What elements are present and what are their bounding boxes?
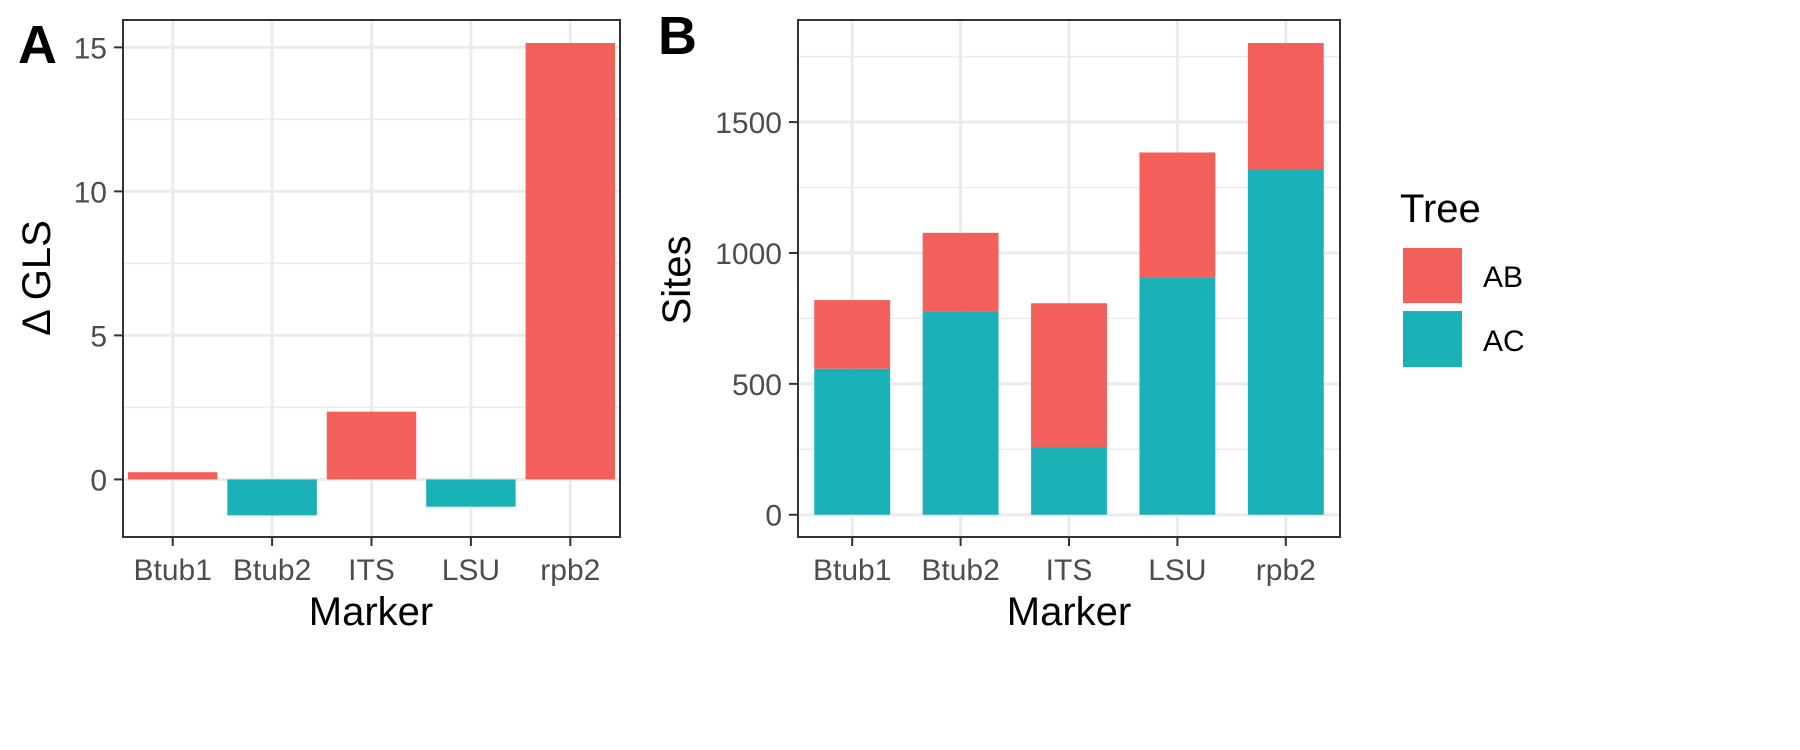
panel-b: B 0 500 1000 1500 Btub1 Btub2 ITS LSU rpb2 Mark… bbox=[655, 6, 1341, 634]
panel-b-bars bbox=[814, 43, 1324, 515]
y-tick-label: 0 bbox=[90, 464, 107, 497]
y-tick-label: 0 bbox=[765, 500, 782, 533]
bar-btub1-ab bbox=[814, 300, 891, 369]
bar-its bbox=[326, 411, 417, 480]
panel-b-x-axis-title: Marker bbox=[1007, 590, 1131, 634]
y-tick-label: 1500 bbox=[715, 107, 782, 140]
panel-b-y-axis: 0 500 1000 1500 bbox=[715, 107, 798, 533]
bar-its-ac bbox=[1031, 446, 1107, 515]
bar-rpb2-ac bbox=[1247, 169, 1324, 515]
panel-b-x-axis: Btub1 Btub2 ITS LSU rpb2 bbox=[813, 537, 1316, 587]
bar-btub2-ac bbox=[922, 311, 999, 515]
bar-its-ab bbox=[1031, 303, 1107, 447]
bar-lsu-ab bbox=[1139, 152, 1216, 278]
y-tick-label: 15 bbox=[74, 32, 107, 65]
bar-btub2-ab bbox=[922, 232, 999, 312]
x-tick-label-its: ITS bbox=[1046, 554, 1093, 587]
panel-b-letter: B bbox=[658, 6, 697, 66]
bar-lsu bbox=[426, 479, 516, 507]
panel-a-y-axis-title: Δ GLS bbox=[15, 220, 59, 336]
x-tick-label-lsu: LSU bbox=[442, 554, 500, 587]
x-tick-label-btub1: Btub1 bbox=[133, 554, 211, 587]
bar-btub1-ac bbox=[814, 368, 891, 515]
panel-a-bars bbox=[127, 43, 616, 516]
x-tick-label-btub2: Btub2 bbox=[233, 554, 311, 587]
panel-a-letter: A bbox=[18, 15, 57, 75]
x-tick-label-rpb2: rpb2 bbox=[1256, 554, 1316, 587]
x-tick-label-its: ITS bbox=[348, 554, 395, 587]
legend-label-ac: AC bbox=[1483, 325, 1525, 358]
panel-b-y-axis-title: Sites bbox=[655, 236, 699, 325]
legend-title: Tree bbox=[1400, 187, 1481, 231]
bar-btub2 bbox=[227, 479, 317, 516]
x-tick-label-lsu: LSU bbox=[1148, 554, 1206, 587]
legend-key-ab bbox=[1403, 248, 1462, 303]
x-tick-label-rpb2: rpb2 bbox=[540, 554, 600, 587]
panel-a-x-axis-title: Marker bbox=[309, 590, 433, 634]
bar-lsu-ac bbox=[1139, 277, 1216, 515]
y-tick-label: 10 bbox=[74, 176, 107, 209]
bar-btub1 bbox=[127, 472, 218, 480]
legend: Tree AB AC bbox=[1400, 187, 1525, 367]
panel-a: A 0 5 10 15 Btub1 Btub2 ITS LSU rpb2 Marker Δ G… bbox=[15, 15, 621, 634]
x-tick-label-btub2: Btub2 bbox=[921, 554, 999, 587]
x-tick-label-btub1: Btub1 bbox=[813, 554, 891, 587]
y-tick-label: 500 bbox=[732, 369, 782, 402]
legend-key-ac bbox=[1403, 311, 1462, 367]
legend-label-ab: AB bbox=[1483, 261, 1523, 294]
panel-a-y-axis: 0 5 10 15 bbox=[74, 32, 123, 497]
panel-a-x-axis: Btub1 Btub2 ITS LSU rpb2 bbox=[133, 537, 600, 587]
bar-rpb2 bbox=[525, 43, 616, 480]
y-tick-label: 5 bbox=[90, 320, 107, 353]
bar-rpb2-ab bbox=[1247, 43, 1324, 170]
y-tick-label: 1000 bbox=[715, 238, 782, 271]
